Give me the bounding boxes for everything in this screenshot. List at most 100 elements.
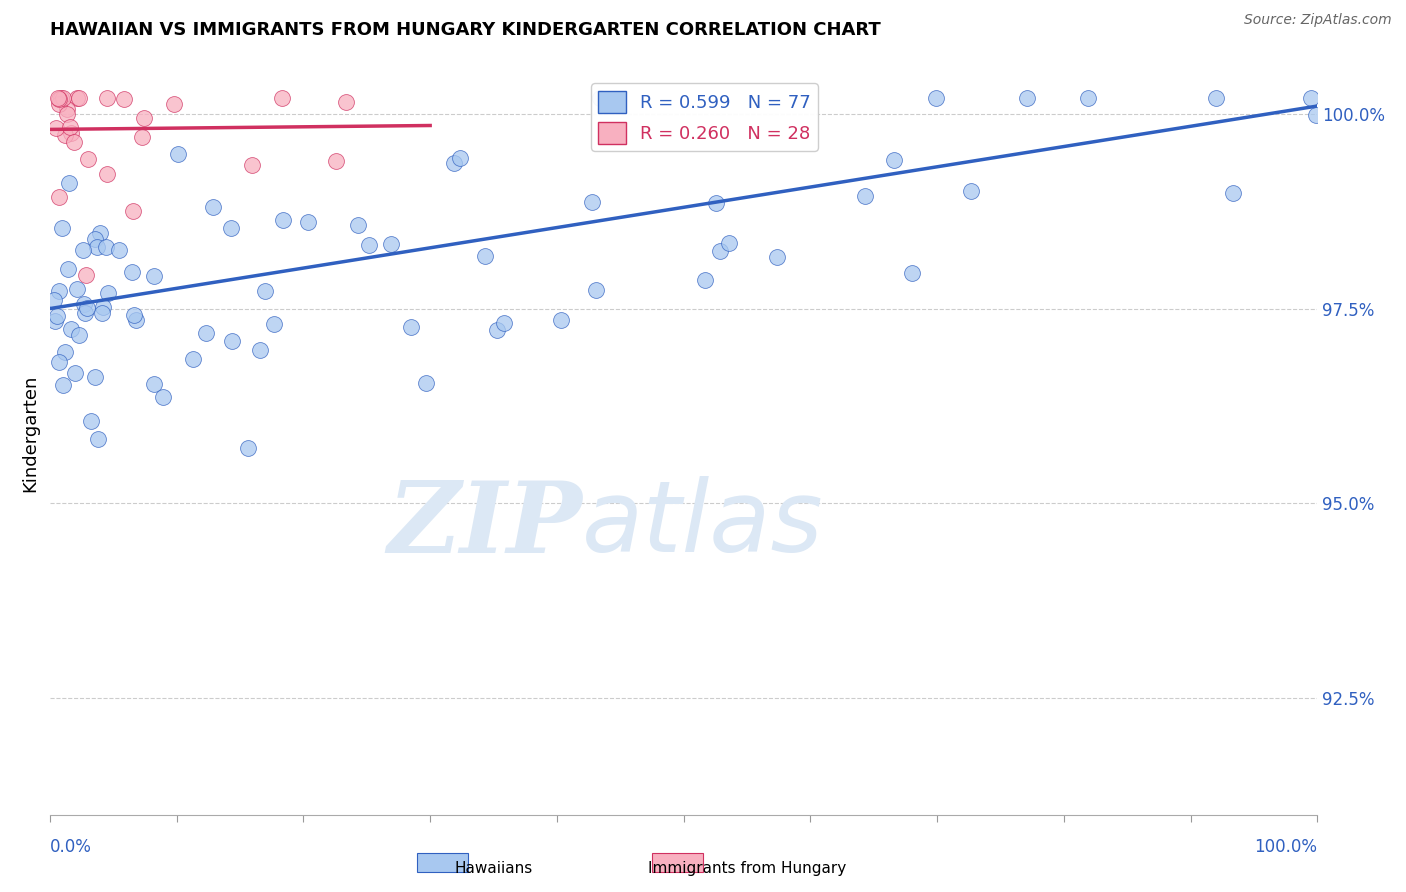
Point [221,334,243,349]
Point [1305,108,1327,122]
Point [485,323,508,337]
Point [86,240,108,254]
Point [1015,91,1038,105]
Point [201,201,224,215]
Point [75,268,97,283]
Text: 100.0%: 100.0% [1254,838,1317,856]
Point [335,95,357,110]
Point [45,309,67,323]
Point [492,316,515,330]
Point [443,156,465,170]
Point [900,266,922,280]
Point [131,130,153,145]
Point [1222,186,1244,200]
Point [97,285,120,300]
Point [581,194,603,209]
Legend: R = 0.599   N = 77, R = 0.260   N = 28: R = 0.599 N = 77, R = 0.260 N = 28 [592,84,818,151]
Point [380,237,402,252]
Point [766,251,789,265]
Point [121,265,143,279]
Point [347,218,370,232]
Point [83,232,105,246]
Point [271,213,294,227]
Point [48,355,70,369]
FancyBboxPatch shape [418,853,468,872]
Point [55,128,77,142]
Point [706,196,728,211]
Point [143,268,166,283]
Point [44,314,66,328]
Point [589,91,612,105]
Point [242,158,264,172]
Point [58,177,80,191]
Point [585,283,607,297]
Text: ZIP: ZIP [387,476,582,573]
Point [73,297,96,311]
Point [66,91,89,105]
Point [1205,91,1227,105]
FancyBboxPatch shape [652,853,703,872]
Point [48,190,70,204]
Point [449,151,471,165]
Point [67,91,90,105]
Point [59,120,82,134]
Point [853,189,876,203]
Point [263,317,285,331]
Point [72,243,94,257]
Point [474,249,496,263]
Point [550,313,572,327]
Text: Source: ZipAtlas.com: Source: ZipAtlas.com [1244,13,1392,28]
Point [96,167,118,181]
Point [48,97,70,112]
Point [271,91,294,105]
Point [108,244,131,258]
Point [56,107,79,121]
Point [181,352,204,367]
Point [66,282,89,296]
Point [132,111,155,125]
Point [254,284,277,298]
Point [42,293,65,308]
Point [67,327,90,342]
Point [219,220,242,235]
Point [960,184,983,198]
Point [84,370,107,384]
Point [63,135,86,149]
Point [65,367,87,381]
Point [53,344,76,359]
Point [60,126,83,140]
Point [359,238,381,252]
Y-axis label: Kindergarten: Kindergarten [21,375,39,491]
Point [91,301,114,315]
Point [195,326,218,341]
Point [59,322,82,336]
Point [1299,91,1322,105]
Text: atlas: atlas [582,476,824,574]
Point [90,306,112,320]
Text: 0.0%: 0.0% [51,838,91,856]
Point [51,220,73,235]
Point [112,92,135,106]
Point [717,236,740,251]
Text: HAWAIIAN VS IMMIGRANTS FROM HUNGARY KINDERGARTEN CORRELATION CHART: HAWAIIAN VS IMMIGRANTS FROM HUNGARY KIND… [51,21,880,39]
Point [49,91,72,105]
Point [415,376,437,390]
Point [399,319,422,334]
Point [125,313,148,327]
Point [163,97,186,112]
Point [52,378,75,392]
Point [48,284,70,298]
Point [86,433,108,447]
Point [76,152,98,166]
Point [94,240,117,254]
Point [297,214,319,228]
Point [693,273,716,287]
Text: Hawaiians: Hawaiians [454,861,533,876]
Point [122,308,145,322]
Point [142,376,165,391]
Point [166,147,188,161]
Text: Immigrants from Hungary: Immigrants from Hungary [648,861,846,876]
Point [249,343,271,357]
Point [73,306,96,320]
Point [152,390,174,404]
